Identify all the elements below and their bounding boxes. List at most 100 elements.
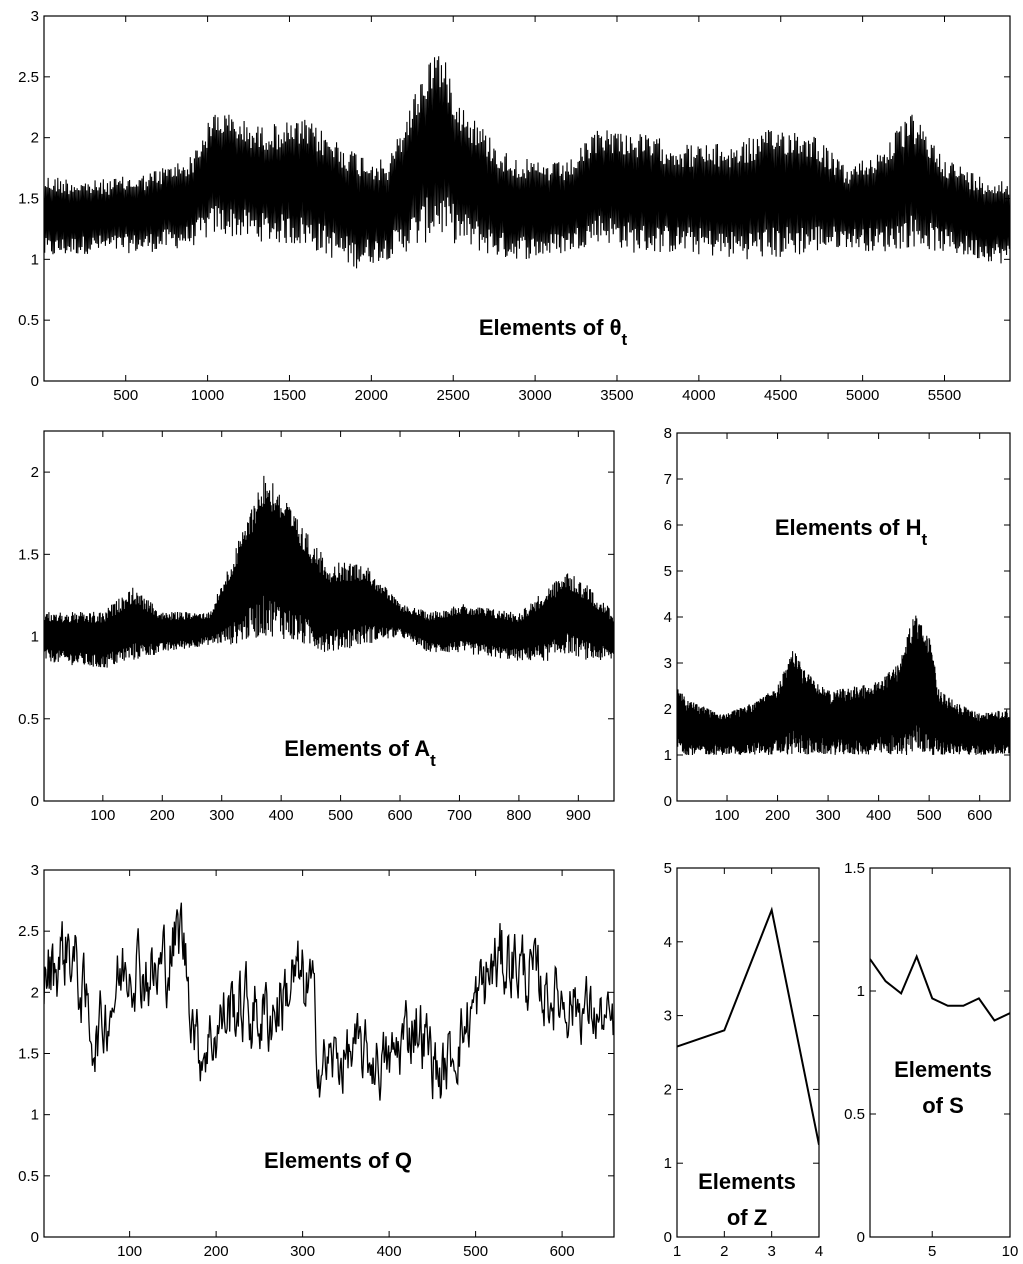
chart-A: 100 200 300 400 500 600 700 800 900 0 0.5 1 1.5 2 Elem… (18, 430, 615, 824)
x-tick-label: 900 (566, 807, 591, 824)
x-tick-label: 3500 (600, 387, 633, 404)
x-tick-label: 4000 (682, 387, 715, 404)
y-tick-label: 4 (664, 609, 672, 626)
y-tick-label: 0 (664, 1229, 672, 1246)
x-tick-label: 5000 (846, 387, 879, 404)
chart-S: 5 10 0 0.5 1 1.5 Elements of S (844, 860, 1018, 1260)
y-tick-label: 1.5 (18, 191, 39, 208)
x-tick-label: 2 (720, 1243, 728, 1260)
y-tick-label: 3 (31, 862, 39, 879)
y-tick-label: 0.5 (18, 312, 39, 329)
chart-title-subscript: t (922, 530, 928, 549)
x-tick-label: 400 (866, 807, 891, 824)
chart-title-theta: Elements of θt (479, 315, 628, 349)
y-tick-label: 1.5 (18, 546, 39, 563)
y-tick-label: 2 (31, 984, 39, 1001)
y-tick-label: 1 (31, 1107, 39, 1124)
x-tick-label: 4 (815, 1243, 823, 1260)
y-tick-label: 0.5 (844, 1106, 865, 1123)
plot-frame-Z (676, 867, 820, 1238)
y-tick-label: 5 (664, 563, 672, 580)
y-tick-label: 1.5 (844, 860, 865, 877)
x-tick-label: 4500 (764, 387, 797, 404)
series-line-theta (44, 56, 1010, 269)
chart-title-Q: Elements of Q (264, 1148, 412, 1173)
y-tick-label: 2.5 (18, 69, 39, 86)
x-tick-label: 5 (928, 1243, 936, 1260)
x-tick-label: 200 (765, 807, 790, 824)
y-tick-label: 2.5 (18, 923, 39, 940)
y-tick-label: 2 (31, 464, 39, 481)
x-tick-label: 500 (113, 387, 138, 404)
y-tick-label: 1.5 (18, 1046, 39, 1063)
series-line-Q (44, 902, 614, 1101)
chart-theta: 500 1000 1500 2000 2500 3000 3500 4000 4500 5000 5… (18, 8, 1011, 404)
x-tick-label: 3000 (518, 387, 551, 404)
x-tick-label: 600 (967, 807, 992, 824)
chart-Q: 100 200 300 400 500 600 0 0.5 1 1.5 2 2.5 3 Elements … (18, 862, 615, 1260)
y-tick-label: 0 (31, 373, 39, 390)
chart-title-line-Z: Elements (698, 1169, 796, 1194)
x-tick-label: 2000 (355, 387, 388, 404)
chart-title-subscript: t (430, 751, 436, 770)
y-tick-label: 3 (664, 655, 672, 672)
chart-title-line-S: Elements (894, 1057, 992, 1082)
x-tick-label: 700 (447, 807, 472, 824)
series-line-H (677, 615, 1010, 755)
x-tick-label: 400 (269, 807, 294, 824)
y-tick-label: 7 (664, 471, 672, 488)
chart-title-H: Elements of Ht (775, 515, 928, 549)
y-tick-label: 0.5 (18, 1168, 39, 1185)
plot-frame-A (43, 430, 615, 802)
x-tick-label: 2500 (437, 387, 470, 404)
y-tick-label: 0 (664, 793, 672, 810)
x-tick-label: 100 (90, 807, 115, 824)
x-tick-label: 1000 (191, 387, 224, 404)
y-tick-label: 1 (31, 629, 39, 646)
series-line-Z (677, 906, 819, 1145)
chart-title-line-S: of S (922, 1093, 964, 1118)
y-tick-label: 8 (664, 425, 672, 442)
chart-title-A: Elements of At (284, 736, 436, 770)
plot-frame-S (869, 867, 1011, 1238)
y-tick-label: 3 (31, 8, 39, 25)
y-tick-label: 1 (857, 983, 865, 1000)
x-tick-label: 10 (1002, 1243, 1019, 1260)
x-tick-label: 300 (290, 1243, 315, 1260)
y-tick-label: 1 (664, 747, 672, 764)
y-tick-label: 3 (664, 1008, 672, 1025)
x-tick-label: 600 (388, 807, 413, 824)
series-line-A (44, 475, 614, 668)
x-tick-label: 400 (377, 1243, 402, 1260)
x-tick-label: 1500 (273, 387, 306, 404)
x-tick-label: 500 (463, 1243, 488, 1260)
series-line-S (870, 953, 1010, 1022)
chart-H: 100 200 300 400 500 600 0 1 2 3 4 5 6 7 8 Elements of H… (664, 425, 1011, 824)
x-tick-label: 100 (715, 807, 740, 824)
y-tick-label: 0 (31, 1229, 39, 1246)
x-tick-label: 500 (917, 807, 942, 824)
x-tick-label: 100 (117, 1243, 142, 1260)
y-tick-label: 1 (31, 251, 39, 268)
y-tick-label: 0 (857, 1229, 865, 1246)
x-tick-label: 800 (506, 807, 531, 824)
x-tick-label: 600 (550, 1243, 575, 1260)
x-tick-label: 200 (204, 1243, 229, 1260)
y-tick-label: 6 (664, 517, 672, 534)
y-tick-label: 2 (31, 130, 39, 147)
x-tick-label: 3 (767, 1243, 775, 1260)
y-tick-label: 2 (664, 701, 672, 718)
y-tick-label: 0 (31, 793, 39, 810)
y-tick-label: 1 (664, 1155, 672, 1172)
y-tick-label: 0.5 (18, 711, 39, 728)
y-tick-label: 5 (664, 860, 672, 877)
x-tick-label: 5500 (928, 387, 961, 404)
x-tick-label: 200 (150, 807, 175, 824)
chart-title-line-Z: of Z (727, 1205, 767, 1230)
x-tick-label: 1 (673, 1243, 681, 1260)
x-tick-label: 300 (816, 807, 841, 824)
y-tick-label: 2 (664, 1081, 672, 1098)
chart-title-subscript: t (622, 330, 628, 349)
